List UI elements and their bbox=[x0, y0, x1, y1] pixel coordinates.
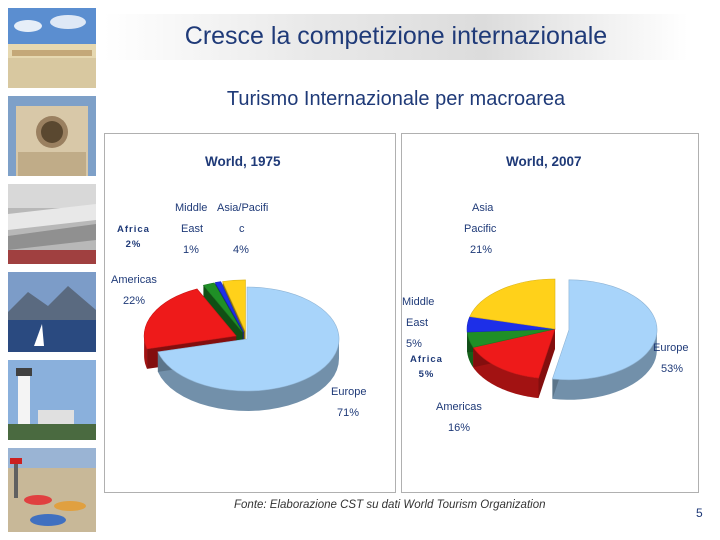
label-europe: Europe 53% bbox=[653, 338, 688, 380]
label-name: Europe bbox=[331, 386, 367, 398]
building-photo bbox=[8, 96, 96, 176]
pie-slice-africa bbox=[202, 282, 243, 333]
label-asia-pacific: Asia/Pacifi c 4% bbox=[217, 198, 268, 261]
slide-title: Cresce la competizione internazionale bbox=[184, 22, 608, 50]
label-name: Africa bbox=[410, 354, 443, 365]
label-africa: Africa 2% bbox=[117, 222, 150, 252]
label-name: Europe bbox=[653, 342, 689, 354]
label-asia-pacific: Asia Pacific 21% bbox=[464, 198, 496, 261]
pie-wall-americas bbox=[473, 347, 539, 399]
label-pct: 2% bbox=[125, 239, 142, 250]
label-pct: 16% bbox=[448, 422, 471, 434]
label-pct: 22% bbox=[123, 295, 146, 307]
pie-chart-2007 bbox=[466, 278, 658, 400]
label-pct: 71% bbox=[337, 407, 360, 419]
pie-wall-europe bbox=[552, 330, 657, 400]
label-name: Americas bbox=[111, 274, 157, 286]
label-europe: Europe 71% bbox=[331, 382, 366, 424]
pie-slice-middle_east bbox=[214, 281, 244, 333]
label-line2: Pacific bbox=[464, 223, 497, 235]
pie-wall-americas bbox=[144, 336, 147, 369]
pie-slice-europe bbox=[551, 279, 658, 381]
label-line2: East bbox=[406, 317, 429, 329]
lighthouse-photo bbox=[8, 360, 96, 440]
slide-subtitle: Turismo Internazionale per macroarea bbox=[226, 88, 566, 110]
beach-photo bbox=[8, 8, 96, 88]
label-middle-east: Middle East 5% bbox=[402, 292, 434, 355]
label-pct: 1% bbox=[183, 244, 199, 256]
pie-chart-1975 bbox=[143, 279, 340, 411]
label-pct: 53% bbox=[661, 363, 684, 375]
chart-panel-1975: World, 1975 Africa 2% Middle East 1% Asi… bbox=[104, 133, 396, 493]
pie-slice-americas bbox=[143, 288, 237, 350]
beach-umbrellas-photo bbox=[8, 448, 96, 532]
chart-title: World, 2007 bbox=[506, 154, 582, 169]
page-number: 5 bbox=[696, 506, 703, 520]
chart-title: World, 1975 bbox=[205, 154, 281, 169]
label-pct: 5% bbox=[406, 338, 422, 350]
source-note: Fonte: Elaborazione CST su dati World To… bbox=[234, 499, 546, 511]
label-line1: Asia/Pacifi bbox=[217, 202, 269, 214]
pie-slice-americas bbox=[472, 328, 556, 379]
pie-slice-europe bbox=[157, 286, 340, 392]
label-africa: Africa 5% bbox=[410, 352, 443, 382]
label-line2: East bbox=[181, 223, 204, 235]
label-pct: 4% bbox=[233, 244, 249, 256]
label-name: Americas bbox=[436, 401, 482, 413]
label-line1: Asia bbox=[472, 202, 494, 214]
label-line1: Middle bbox=[175, 202, 208, 214]
label-pct: 5% bbox=[418, 369, 435, 380]
label-americas: Americas 22% bbox=[111, 270, 157, 312]
label-middle-east: Middle East 1% bbox=[175, 198, 207, 261]
label-americas: Americas 16% bbox=[436, 397, 482, 439]
mountain-town-photo bbox=[8, 272, 96, 352]
pie-slice-asia_pacific bbox=[469, 278, 556, 330]
pie-slice-asia_pacific bbox=[222, 279, 246, 332]
label-line2: c bbox=[239, 223, 245, 235]
label-line1: Middle bbox=[402, 296, 435, 308]
title-bar bbox=[104, 14, 688, 60]
sidebar-photo-strip bbox=[8, 8, 96, 532]
harbor-photo bbox=[8, 184, 96, 264]
chart-panel-2007: World, 2007 Asia Pacific 21% Middle East… bbox=[401, 133, 699, 493]
pie-wall-europe bbox=[157, 338, 339, 411]
label-pct: 21% bbox=[470, 244, 493, 256]
label-name: Africa bbox=[117, 224, 150, 235]
